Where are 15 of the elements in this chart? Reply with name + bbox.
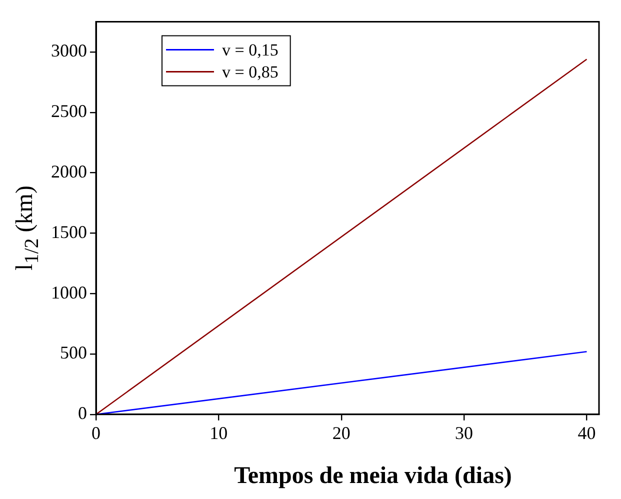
y-tick-label: 1500 [51, 222, 87, 242]
x-tick-label: 0 [92, 422, 100, 443]
y-tick-label: 0 [78, 403, 87, 424]
x-tick-label: 10 [210, 422, 228, 443]
x-tick-label: 20 [332, 422, 350, 443]
y-tick-label: 1000 [51, 282, 87, 302]
y-tick-label: 3000 [51, 40, 87, 61]
x-tick-label: 40 [578, 422, 596, 443]
y-tick-label: 500 [60, 342, 87, 363]
x-axis-title: Tempos de meia vida (dias) [234, 463, 512, 490]
y-tick-label: 2000 [51, 162, 87, 182]
x-tick-label: 30 [455, 422, 474, 443]
legend-label: v = 0,85 [222, 62, 278, 82]
y-tick-label: 2500 [51, 101, 87, 122]
legend-label: v = 0,15 [222, 40, 278, 60]
